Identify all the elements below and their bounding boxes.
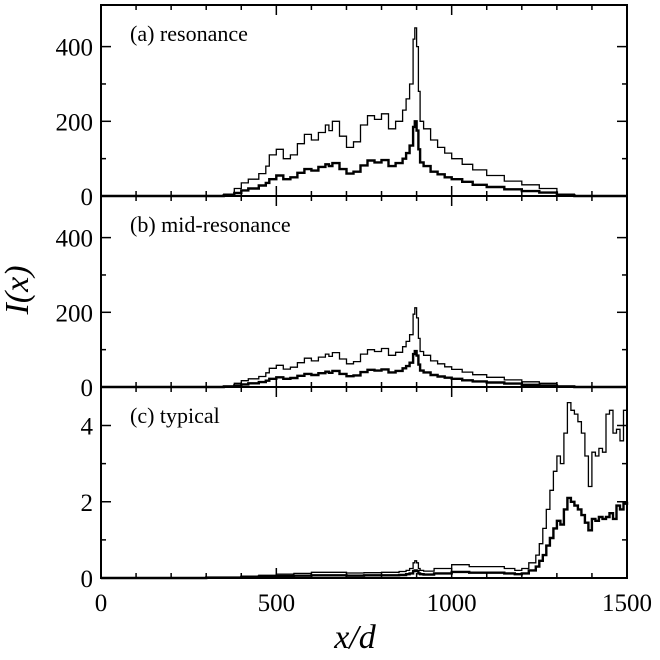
panel-2: 0 2 4 (c) typical bbox=[81, 386, 629, 593]
y-tick-label: 200 bbox=[56, 109, 94, 136]
y-tick-label: 0 bbox=[81, 184, 94, 211]
x-tick-label: 1500 bbox=[602, 590, 652, 617]
x-tick-label: 0 bbox=[95, 590, 108, 617]
panel-1: 0 200 400 (b) mid-resonance bbox=[56, 195, 628, 402]
y-tick-label: 0 bbox=[81, 566, 94, 593]
x-tick-label: 1000 bbox=[427, 590, 477, 617]
series-line-1 bbox=[101, 120, 627, 198]
y-tick-label: 4 bbox=[81, 414, 94, 441]
y-tick-label: 0 bbox=[81, 375, 94, 402]
panel-0: 0 200 400 (a) resonance bbox=[56, 4, 628, 211]
y-tick-label: 2 bbox=[81, 490, 94, 517]
y-tick-label: 200 bbox=[56, 300, 94, 327]
panel-label: (b) mid-resonance bbox=[130, 212, 291, 237]
y-axis-label: I(x) bbox=[0, 265, 36, 315]
series-line-1 bbox=[101, 349, 627, 389]
x-axis-label: x/d bbox=[333, 619, 377, 656]
y-tick-label: 400 bbox=[56, 35, 94, 62]
panel-frame bbox=[100, 386, 628, 579]
panel-label: (c) typical bbox=[130, 403, 220, 428]
x-tick-label: 500 bbox=[258, 590, 296, 617]
series-line-0 bbox=[101, 27, 627, 197]
series-line-1 bbox=[101, 496, 629, 580]
panel-label: (a) resonance bbox=[130, 21, 248, 46]
series-line-0 bbox=[101, 307, 627, 388]
series-line-0 bbox=[101, 401, 628, 579]
y-tick-label: 400 bbox=[56, 226, 94, 253]
